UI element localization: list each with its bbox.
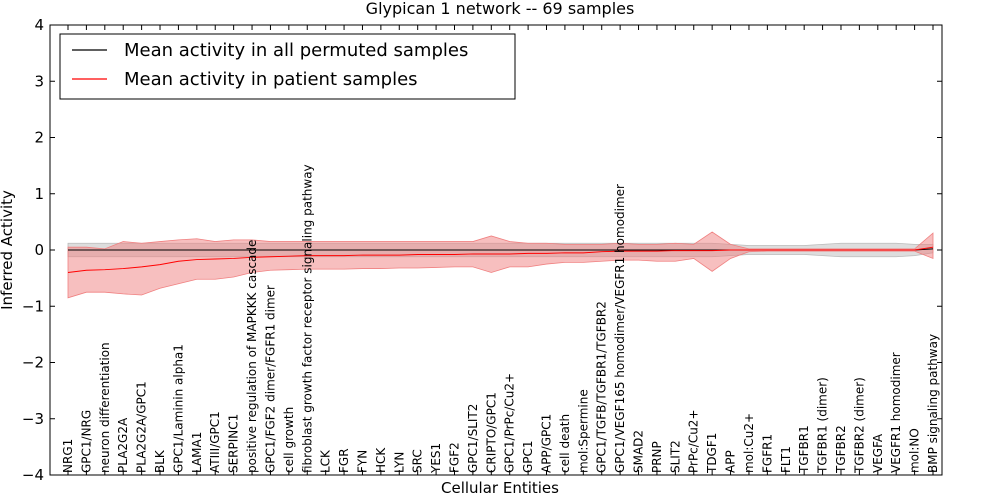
- x-tick-label: SMAD2: [632, 430, 646, 473]
- x-tick-label: NRG1: [61, 439, 75, 473]
- x-tick-label: cell death: [558, 414, 572, 473]
- x-tick-label: PRNP: [650, 441, 664, 473]
- x-tick-label: HCK: [374, 447, 388, 473]
- series-1-band: [67, 231, 934, 299]
- x-tick-label: VEGFA: [871, 433, 885, 473]
- x-tick-label: GPC1/NRG: [79, 410, 93, 473]
- x-tick-label: FYN: [355, 450, 369, 473]
- x-tick-label: TGFBR2 (dimer): [852, 377, 866, 474]
- x-tick-label: GPC1/Laminin alpha1: [171, 344, 185, 473]
- x-tick-label: FGFR1: [760, 434, 774, 473]
- plot-area: −4 −3 −2 −1 0 1 2 3 4 NRG1 GPC1/NRG neuron differen…: [22, 16, 943, 484]
- x-tick-label: TGFBR1 (dimer): [816, 377, 830, 474]
- x-tick-label: CRIPTO/GPC1: [484, 392, 498, 473]
- x-tick-label: mol:Cu2+: [742, 413, 756, 473]
- y-tick-label: −2: [22, 354, 44, 372]
- x-tick-label: TGFBR2: [834, 425, 848, 474]
- x-tick-label: PrPc/Cu2+: [687, 409, 701, 473]
- x-tick-label: LYN: [392, 452, 406, 473]
- x-tick-label: APP: [724, 450, 738, 473]
- y-tick-label: 4: [34, 16, 44, 34]
- x-tick-label: FGR: [337, 448, 351, 473]
- y-tick-label: 1: [34, 185, 44, 203]
- y-tick-label: 0: [34, 241, 44, 259]
- x-tick-label: neuron differentiation: [98, 342, 112, 473]
- x-tick-label: SERPINC1: [227, 414, 241, 473]
- x-tick-label: PLA2G2A: [116, 417, 130, 473]
- x-tick-label: GPC1: [521, 440, 535, 473]
- legend-box: [59, 33, 516, 100]
- y-tick-label: −1: [22, 297, 44, 315]
- x-tick-label: GPC1/FGF2 dimer/FGFR1 dimer: [263, 285, 277, 473]
- x-tick-label: positive regulation of MAPKKK cascade: [245, 240, 259, 473]
- y-axis-label: Inferred Activity: [0, 190, 16, 310]
- y-tick-label: −4: [22, 466, 44, 484]
- x-tick-label: ATIII/GPC1: [208, 411, 222, 473]
- legend: Mean activity in all permuted samples Mea…: [59, 33, 516, 100]
- x-tick-label: GPC1/VEGF165 homodimer/VEGFR1 homodimer: [613, 184, 627, 473]
- series-1-line: [67, 246, 934, 273]
- x-tick-label: LCK: [319, 449, 333, 473]
- y-tick-label: 3: [34, 72, 44, 90]
- x-tick-label: BMP signaling pathway: [926, 334, 940, 473]
- x-tick-label: fibroblast growth factor receptor signal…: [300, 164, 314, 473]
- legend-label: Mean activity in all permuted samples: [124, 40, 468, 61]
- x-tick-label: TDGF1: [705, 433, 719, 474]
- x-tick-label: APP/GPC1: [540, 414, 554, 473]
- x-tick-label: GPC1/PrPc/Cu2+: [503, 373, 517, 473]
- x-tick-label: mol:NO: [908, 428, 922, 473]
- chart-title: Glypican 1 network -- 69 samples: [366, 0, 635, 18]
- x-tick-label: GPC1/TGFB/TGFBR1/TGFBR2: [595, 301, 609, 473]
- x-tick-label: mol:Spermine: [576, 389, 590, 473]
- legend-label: Mean activity in patient samples: [124, 69, 418, 90]
- x-tick-label: GPC1/SLIT2: [466, 404, 480, 473]
- x-tick-label: FLT1: [779, 446, 793, 473]
- y-tick-label: −3: [22, 410, 44, 428]
- x-tick-label: LAMA1: [190, 432, 204, 473]
- x-tick-label: PLA2G2A/GPC1: [135, 381, 149, 473]
- x-tick-label: YES1: [429, 443, 443, 474]
- x-tick-label: FGF2: [447, 442, 461, 473]
- x-tick-label: cell growth: [282, 407, 296, 473]
- x-tick-label: VEGFR1 homodimer: [889, 352, 903, 473]
- x-axis-label: Cellular Entities: [441, 479, 559, 497]
- x-tick-label: TGFBR1: [797, 425, 811, 474]
- x-tick-label: SLIT2: [668, 440, 682, 473]
- x-tick-label: BLK: [153, 449, 167, 473]
- y-tick-label: 2: [34, 129, 44, 147]
- x-tick-label: SRC: [411, 449, 425, 473]
